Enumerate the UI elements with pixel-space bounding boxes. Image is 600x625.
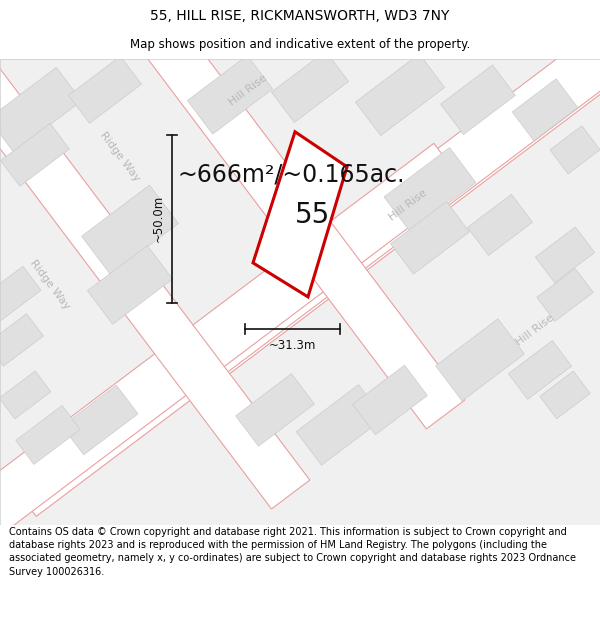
Text: ~666m²/~0.165ac.: ~666m²/~0.165ac. [178,162,406,187]
Text: Hill Rise: Hill Rise [227,72,269,107]
Polygon shape [82,185,178,274]
Text: Map shows position and indicative extent of the property.: Map shows position and indicative extent… [130,38,470,51]
Text: Ridge Way: Ridge Way [98,130,142,184]
Text: 55: 55 [295,201,331,229]
Polygon shape [0,0,310,509]
Polygon shape [440,65,515,134]
Text: ~31.3m: ~31.3m [269,339,316,352]
Polygon shape [253,132,347,297]
Polygon shape [540,371,590,419]
Polygon shape [537,269,593,321]
Polygon shape [384,148,476,232]
Polygon shape [62,385,138,455]
Polygon shape [353,365,427,434]
Polygon shape [0,371,51,419]
Polygon shape [175,0,600,391]
Text: Hill Rise: Hill Rise [514,312,556,348]
Text: 55, HILL RISE, RICKMANSWORTH, WD3 7NY: 55, HILL RISE, RICKMANSWORTH, WD3 7NY [151,9,449,24]
Text: Contains OS data © Crown copyright and database right 2021. This information is : Contains OS data © Crown copyright and d… [9,527,576,576]
Polygon shape [68,56,142,123]
Polygon shape [187,56,272,134]
Polygon shape [512,79,578,141]
Polygon shape [236,374,314,446]
Polygon shape [436,319,524,401]
Polygon shape [0,314,43,366]
Polygon shape [296,384,384,465]
Polygon shape [550,126,600,174]
Polygon shape [391,202,469,274]
Polygon shape [5,23,600,516]
Polygon shape [1,123,70,186]
Polygon shape [0,143,465,625]
Polygon shape [0,68,82,152]
Text: Hill Rise: Hill Rise [387,188,429,222]
Text: ~50.0m: ~50.0m [151,195,164,242]
Polygon shape [508,341,572,399]
Polygon shape [88,246,173,324]
Polygon shape [535,227,595,282]
Polygon shape [467,194,532,256]
Polygon shape [355,54,445,136]
Polygon shape [271,51,349,122]
Polygon shape [16,406,80,464]
Text: Ridge Way: Ridge Way [28,258,72,311]
Polygon shape [0,266,41,323]
Polygon shape [5,0,465,429]
